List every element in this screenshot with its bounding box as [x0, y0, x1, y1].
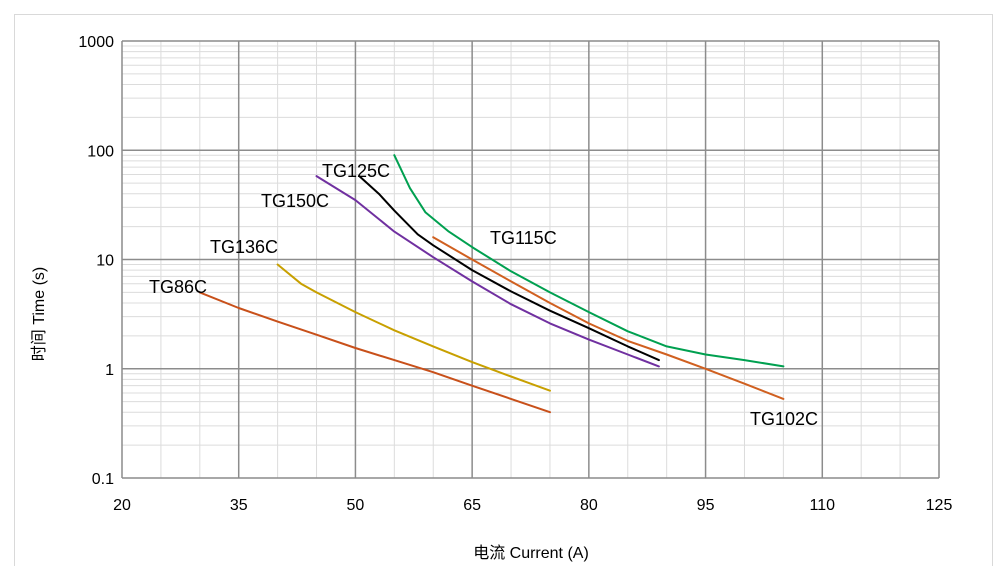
y-tick-label: 1000: [78, 34, 114, 51]
series-label-tg102c: TG102C: [750, 409, 818, 429]
series-line-tg125c: [358, 175, 660, 362]
series-label-tg150c: TG150C: [261, 191, 329, 211]
y-axis-title: 时间 Time (s): [30, 267, 48, 362]
x-tick-label: 125: [926, 497, 953, 514]
x-tick-label: 110: [810, 497, 836, 514]
series-label-tg125c: TG125C: [322, 161, 390, 181]
series-line-tg150c: [315, 175, 660, 368]
series-line-tg136c: [276, 263, 551, 392]
y-tick-labels: 0.1 1 10 100 1000: [78, 34, 114, 488]
grid-minor: [122, 41, 939, 478]
x-tick-label: 50: [347, 497, 365, 514]
chart-border: [14, 14, 993, 571]
x-tick-label: 95: [697, 497, 715, 514]
x-tick-labels: 20 35 50 65 80 95 110 125: [113, 497, 952, 514]
x-tick-label: 20: [113, 497, 131, 514]
x-axis-title: 电流 Current (A): [473, 544, 589, 562]
y-tick-label: 1: [105, 362, 114, 379]
series-layer: [198, 154, 785, 414]
series-line-tg102c: [432, 236, 785, 400]
series-label-tg86c: TG86C: [149, 277, 207, 297]
y-tick-label: 0.1: [92, 471, 114, 488]
series-label-tg136c: TG136C: [210, 237, 278, 257]
y-tick-label: 100: [87, 143, 114, 160]
series-line-tg86c: [198, 291, 551, 414]
x-tick-label: 65: [463, 497, 481, 514]
series-line-tg115c: [393, 154, 785, 368]
grid-major: [121, 40, 940, 479]
y-tick-label: 10: [96, 253, 114, 270]
x-tick-label: 80: [580, 497, 598, 514]
series-label-tg115c: TG115C: [490, 228, 557, 248]
x-tick-label: 35: [230, 497, 248, 514]
